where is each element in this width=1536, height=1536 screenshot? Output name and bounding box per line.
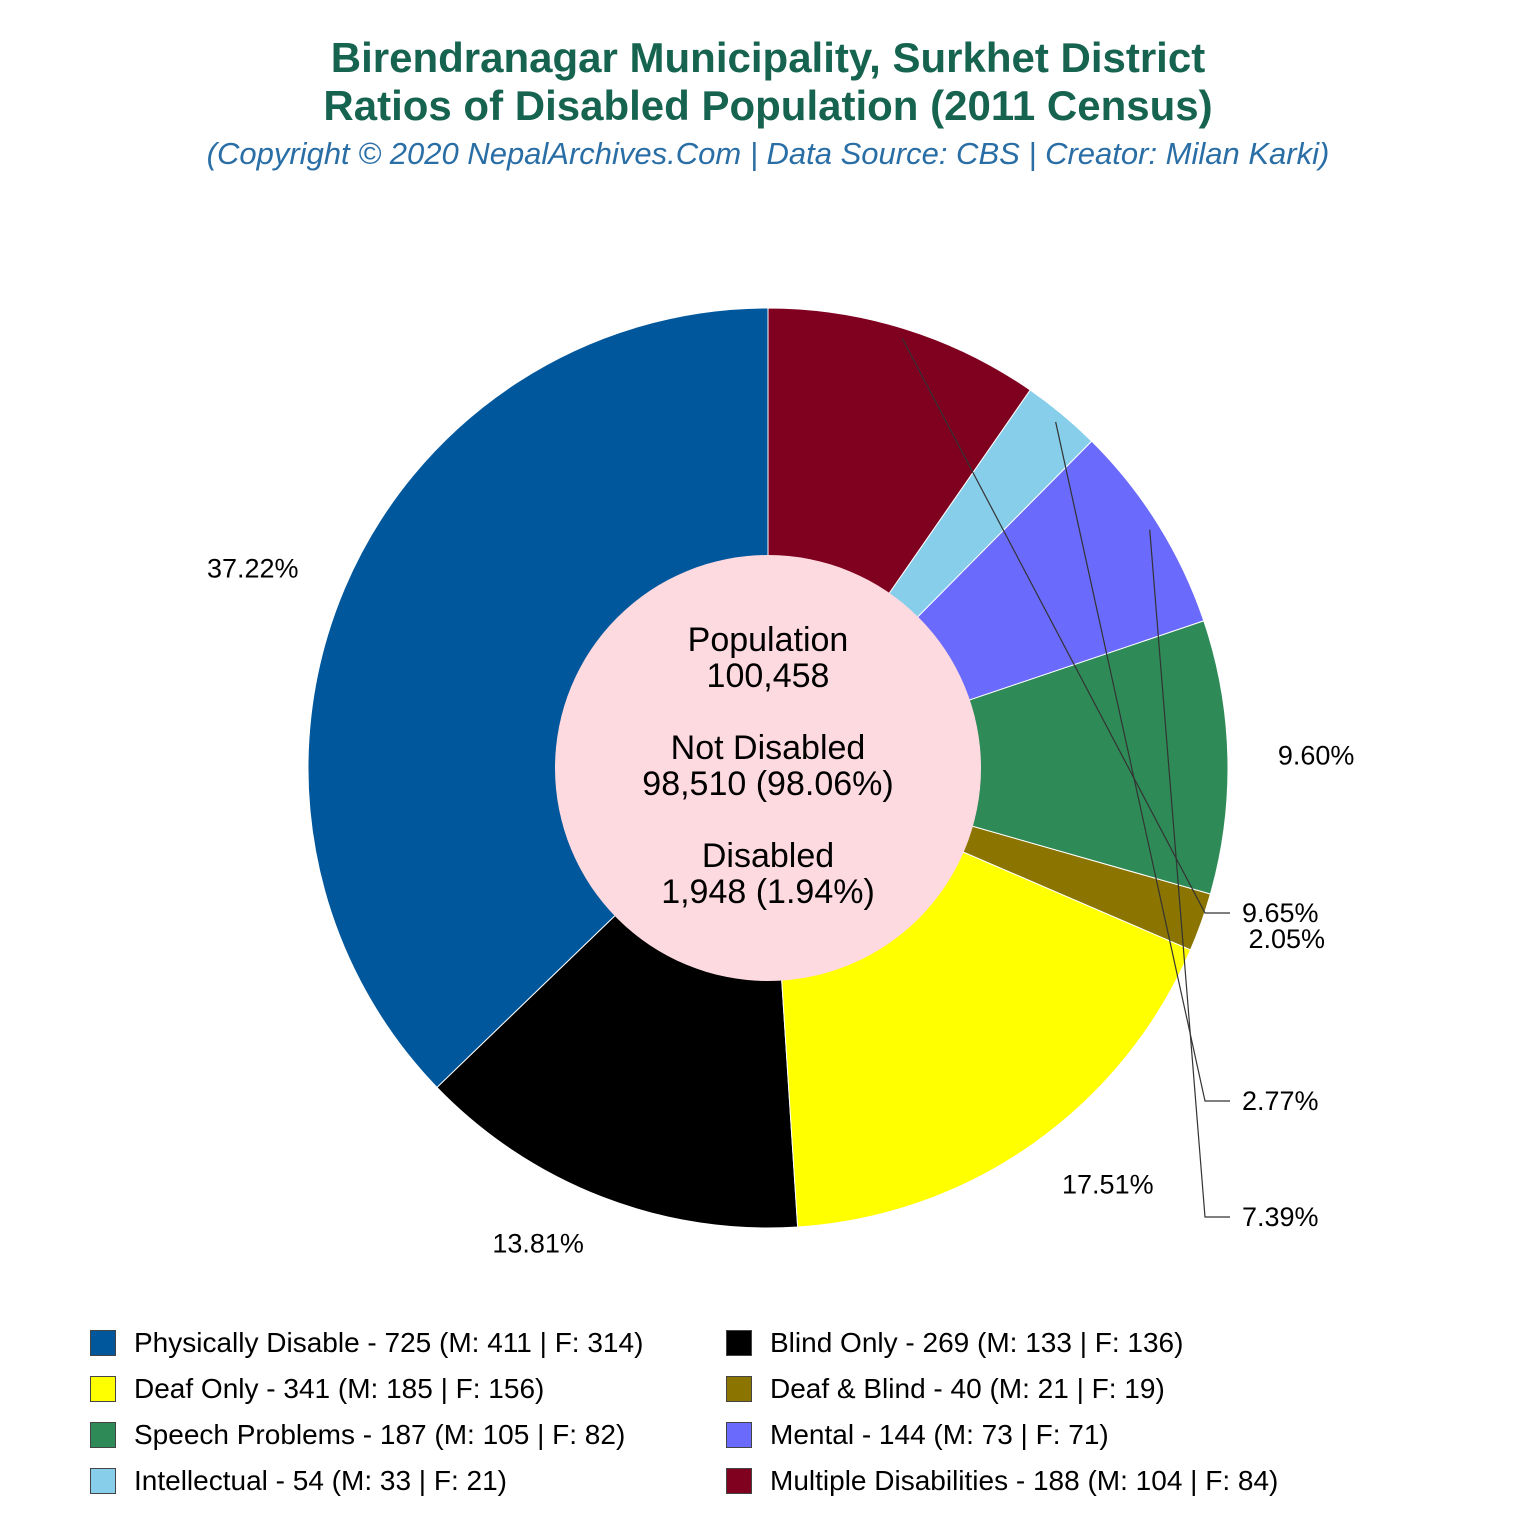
center-population-value: 100,458 <box>707 657 830 695</box>
pie-slice <box>766 620 1229 895</box>
leader-line <box>901 338 1230 914</box>
legend-item: Multiple Disabilities - 188 (M: 104 | F:… <box>726 1463 1278 1499</box>
legend-swatch <box>726 1422 752 1448</box>
legend-item: Deaf & Blind - 40 (M: 21 | F: 19) <box>726 1371 1165 1407</box>
center-disk <box>555 555 981 981</box>
center-not-disabled-value: 98,510 (98.06%) <box>642 765 893 803</box>
center-disabled-label: Disabled <box>702 837 834 875</box>
legend-item: Deaf Only - 341 (M: 185 | F: 156) <box>90 1371 544 1407</box>
legend-swatch <box>90 1468 116 1494</box>
chart-subtitle: (Copyright © 2020 NepalArchives.Com | Da… <box>206 136 1330 171</box>
slice-percent-label: 13.81% <box>492 1229 584 1259</box>
legend-item: Blind Only - 269 (M: 133 | F: 136) <box>726 1325 1183 1361</box>
legend-item: Intellectual - 54 (M: 33 | F: 21) <box>90 1463 507 1499</box>
legend-label: Speech Problems - 187 (M: 105 | F: 82) <box>134 1419 626 1450</box>
slice-percent-label: 7.39% <box>1242 1202 1319 1232</box>
leader-line <box>1149 529 1230 1218</box>
pie-slice <box>307 307 769 1089</box>
legend-item: Speech Problems - 187 (M: 105 | F: 82) <box>90 1417 625 1453</box>
legend-swatch <box>90 1376 116 1402</box>
legend-label: Multiple Disabilities - 188 (M: 104 | F:… <box>770 1465 1279 1496</box>
legend-swatch <box>726 1330 752 1356</box>
leader-line <box>1055 421 1230 1102</box>
legend-label: Blind Only - 269 (M: 133 | F: 136) <box>770 1327 1184 1358</box>
legend-swatch <box>726 1376 752 1402</box>
legend-item: Physically Disable - 725 (M: 411 | F: 31… <box>90 1325 643 1361</box>
chart-title-line2: Ratios of Disabled Population (2011 Cens… <box>323 82 1213 129</box>
legend-label: Intellectual - 54 (M: 33 | F: 21) <box>134 1465 507 1496</box>
center-disabled-value: 1,948 (1.94%) <box>661 873 875 911</box>
legend-label: Deaf Only - 341 (M: 185 | F: 156) <box>134 1373 545 1404</box>
slice-percent-label: 2.77% <box>1242 1086 1319 1116</box>
legend-swatch <box>90 1422 116 1448</box>
legend-label: Mental - 144 (M: 73 | F: 71) <box>770 1419 1109 1450</box>
center-not-disabled-label: Not Disabled <box>671 729 866 767</box>
legend-label: Deaf & Blind - 40 (M: 21 | F: 19) <box>770 1373 1165 1404</box>
slice-percent-label: 9.65% <box>1242 898 1319 928</box>
legend-label: Physically Disable - 725 (M: 411 | F: 31… <box>134 1327 644 1358</box>
slice-percent-label: 17.51% <box>1062 1170 1154 1200</box>
chart-title-line1: Birendranagar Municipality, Surkhet Dist… <box>330 34 1206 81</box>
slice-percent-label: 37.22% <box>207 554 299 584</box>
legend-swatch <box>726 1468 752 1494</box>
slice-percent-label: 2.05% <box>1248 924 1325 954</box>
legend-swatch <box>90 1330 116 1356</box>
center-population-label: Population <box>688 621 849 659</box>
legend-item: Mental - 144 (M: 73 | F: 71) <box>726 1417 1109 1453</box>
slice-percent-label: 9.60% <box>1278 741 1355 771</box>
